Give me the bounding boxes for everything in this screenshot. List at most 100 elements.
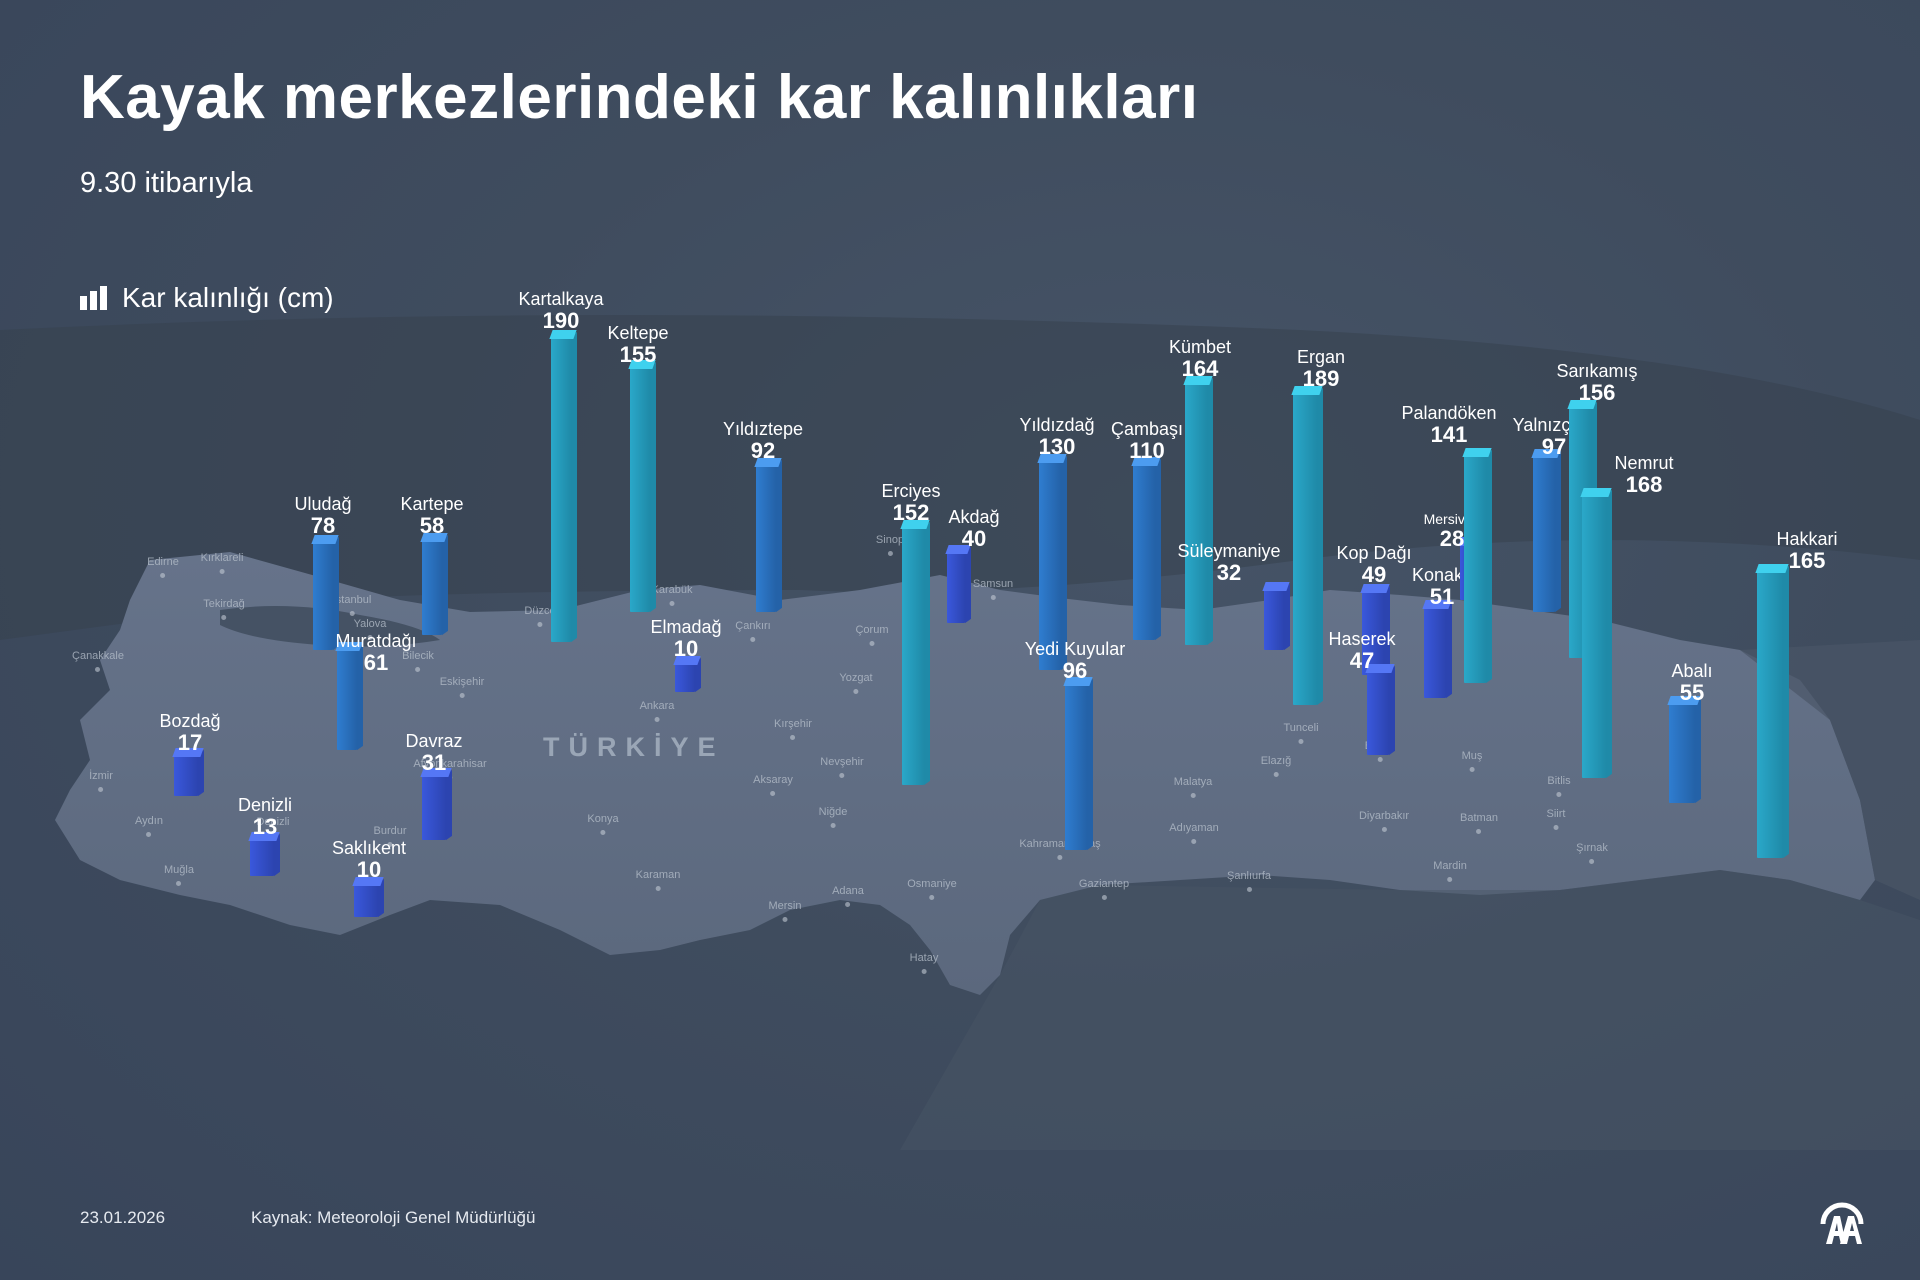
city-label: Karaman	[635, 869, 681, 891]
bar-label-value: 110	[1129, 437, 1165, 463]
bar-çambaşı	[1131, 457, 1161, 641]
bar-label-value: 156	[1578, 379, 1616, 405]
bar-denizli	[248, 832, 280, 877]
country-label: TÜRKİYE	[543, 732, 725, 762]
bar-label: Yıldızdağ 130	[1019, 416, 1094, 458]
bar-label-value: 155	[619, 341, 657, 367]
bar-label-value: 51	[1429, 583, 1455, 609]
bar-label-value: 10	[673, 635, 699, 661]
bar-label-value: 78	[310, 512, 336, 538]
bar-label-name: Çambaşı	[1110, 419, 1184, 439]
city-label: Niğde	[818, 806, 848, 828]
city-label: Hatay	[909, 952, 939, 974]
bar-label: Denizli 13	[238, 796, 292, 838]
bar-haserek	[1365, 664, 1395, 756]
legend: Kar kalınlığı (cm)	[80, 282, 334, 314]
bar-label-name: Kartepe	[400, 494, 464, 514]
bar-label-value: 189	[1302, 365, 1340, 391]
bar-label: Bozdağ 17	[159, 712, 220, 754]
bar-label-value: 152	[892, 499, 930, 525]
bar-bozdağ	[172, 748, 204, 797]
city-label: Tekirdağ	[203, 598, 245, 620]
city-label: Düzce	[524, 605, 556, 627]
legend-label: Kar kalınlığı (cm)	[122, 282, 334, 313]
bar-yıldıztepe	[754, 458, 782, 613]
bar-ergan	[1291, 386, 1323, 706]
city-label: Malatya	[1173, 776, 1213, 798]
bar-label-name: Konaklı	[1411, 565, 1473, 585]
bar-label-value: 49	[1361, 561, 1387, 587]
city-label: Burdur	[373, 825, 407, 847]
city-label: Gaziantep	[1078, 878, 1130, 900]
city-label: İzmir	[89, 770, 113, 792]
bar-label-name: Abalı	[1671, 661, 1713, 681]
bar-kop-dağı	[1360, 584, 1390, 676]
city-label: Nevşehir	[820, 756, 864, 778]
land-shape	[55, 552, 1875, 995]
bar-label-name: Bozdağ	[159, 711, 221, 731]
chart-subtitle: 9.30 itibarıyla	[80, 167, 253, 199]
bar-label-name: Akdağ	[948, 507, 1000, 527]
bar-label-name: Süleymaniye	[1177, 541, 1281, 561]
bar-label-value: 61	[363, 649, 389, 675]
bar-label-value: 55	[1679, 679, 1705, 705]
city-label: Şanlıurfa	[1226, 870, 1272, 892]
bar-label-name: Haserek	[1328, 629, 1396, 649]
bar-label-name: Denizli	[237, 795, 293, 815]
bar-label: Erciyes 152	[881, 482, 940, 524]
bar-label: Abalı 55	[1671, 662, 1712, 704]
city-label: Ankara	[639, 700, 675, 722]
bar-label: Yedi Kuyular 96	[1025, 640, 1125, 682]
city-label: Kırşehir	[774, 718, 812, 740]
bar-kartepe	[420, 533, 448, 636]
bar-muratdağı	[335, 642, 363, 751]
bar-label: Muratdağı 61	[335, 632, 416, 674]
city-label: Batman	[1460, 812, 1498, 834]
bar-label-name: Nemrut	[1614, 453, 1674, 473]
bar-label-value: 58	[419, 512, 445, 538]
bar-label: Uludağ 78	[294, 495, 351, 537]
city-label: İstanbul	[332, 594, 372, 616]
bar-label-name: Uludağ	[294, 494, 352, 514]
city-label: Elazığ	[1260, 755, 1292, 777]
bar-label-value: 190	[542, 307, 580, 333]
bar-elmadağ	[673, 656, 701, 693]
bar-erciyes	[900, 520, 930, 786]
bar-abalı	[1667, 696, 1701, 804]
bar-label-name: Yıldızdağ	[1019, 415, 1095, 435]
bar-label-name: Saklıkent	[331, 838, 407, 858]
bar-label-value: 141	[1430, 421, 1468, 447]
bar-label-name: Yıldıztepe	[722, 419, 804, 439]
city-label: Konya	[587, 813, 619, 835]
bar-label-name: Hakkari	[1776, 529, 1838, 549]
chart-title: Kayak merkezlerindeki kar kalınlıkları	[80, 63, 1199, 132]
city-label: Edirne	[147, 556, 179, 578]
bar-chart-icon	[80, 286, 107, 310]
city-label: Sinop	[875, 534, 905, 556]
footer-date: 23.01.2026	[80, 1208, 166, 1227]
bar-label-name: Davraz	[405, 731, 463, 751]
bar-label-value: 47	[1349, 647, 1375, 673]
bar-label: Palandöken 141	[1401, 404, 1496, 446]
city-label: Osmaniye	[907, 878, 957, 900]
bar-label-name: Kümbet	[1168, 337, 1232, 357]
bar-label-value: 32	[1216, 559, 1242, 585]
city-label: Adana	[832, 885, 864, 907]
city-label: Çankırı	[735, 620, 771, 642]
city-label: Çorum	[855, 624, 889, 646]
bar-label-value: 97	[1541, 433, 1567, 459]
bar-label-name: Ergan	[1296, 347, 1346, 367]
bar-label-value: 164	[1181, 355, 1219, 381]
bar-label-value: 17	[177, 729, 203, 755]
bar-label: Kartalkaya 190	[518, 290, 603, 332]
city-label: Adıyaman	[1169, 822, 1219, 844]
bar-label: Sarıkamış 156	[1556, 362, 1637, 404]
city-label: Bitlis	[1547, 775, 1571, 797]
bar-label: Elmadağ 10	[650, 618, 721, 660]
bar-label: Keltepe 155	[607, 324, 668, 366]
bar-label-name: Kop Dağı	[1336, 543, 1412, 563]
bar-label-value: 40	[961, 525, 987, 551]
bar-label: Hakkari 165	[1776, 530, 1837, 572]
bar-label-value: 28	[1439, 525, 1465, 551]
bar-uludağ	[311, 535, 339, 651]
